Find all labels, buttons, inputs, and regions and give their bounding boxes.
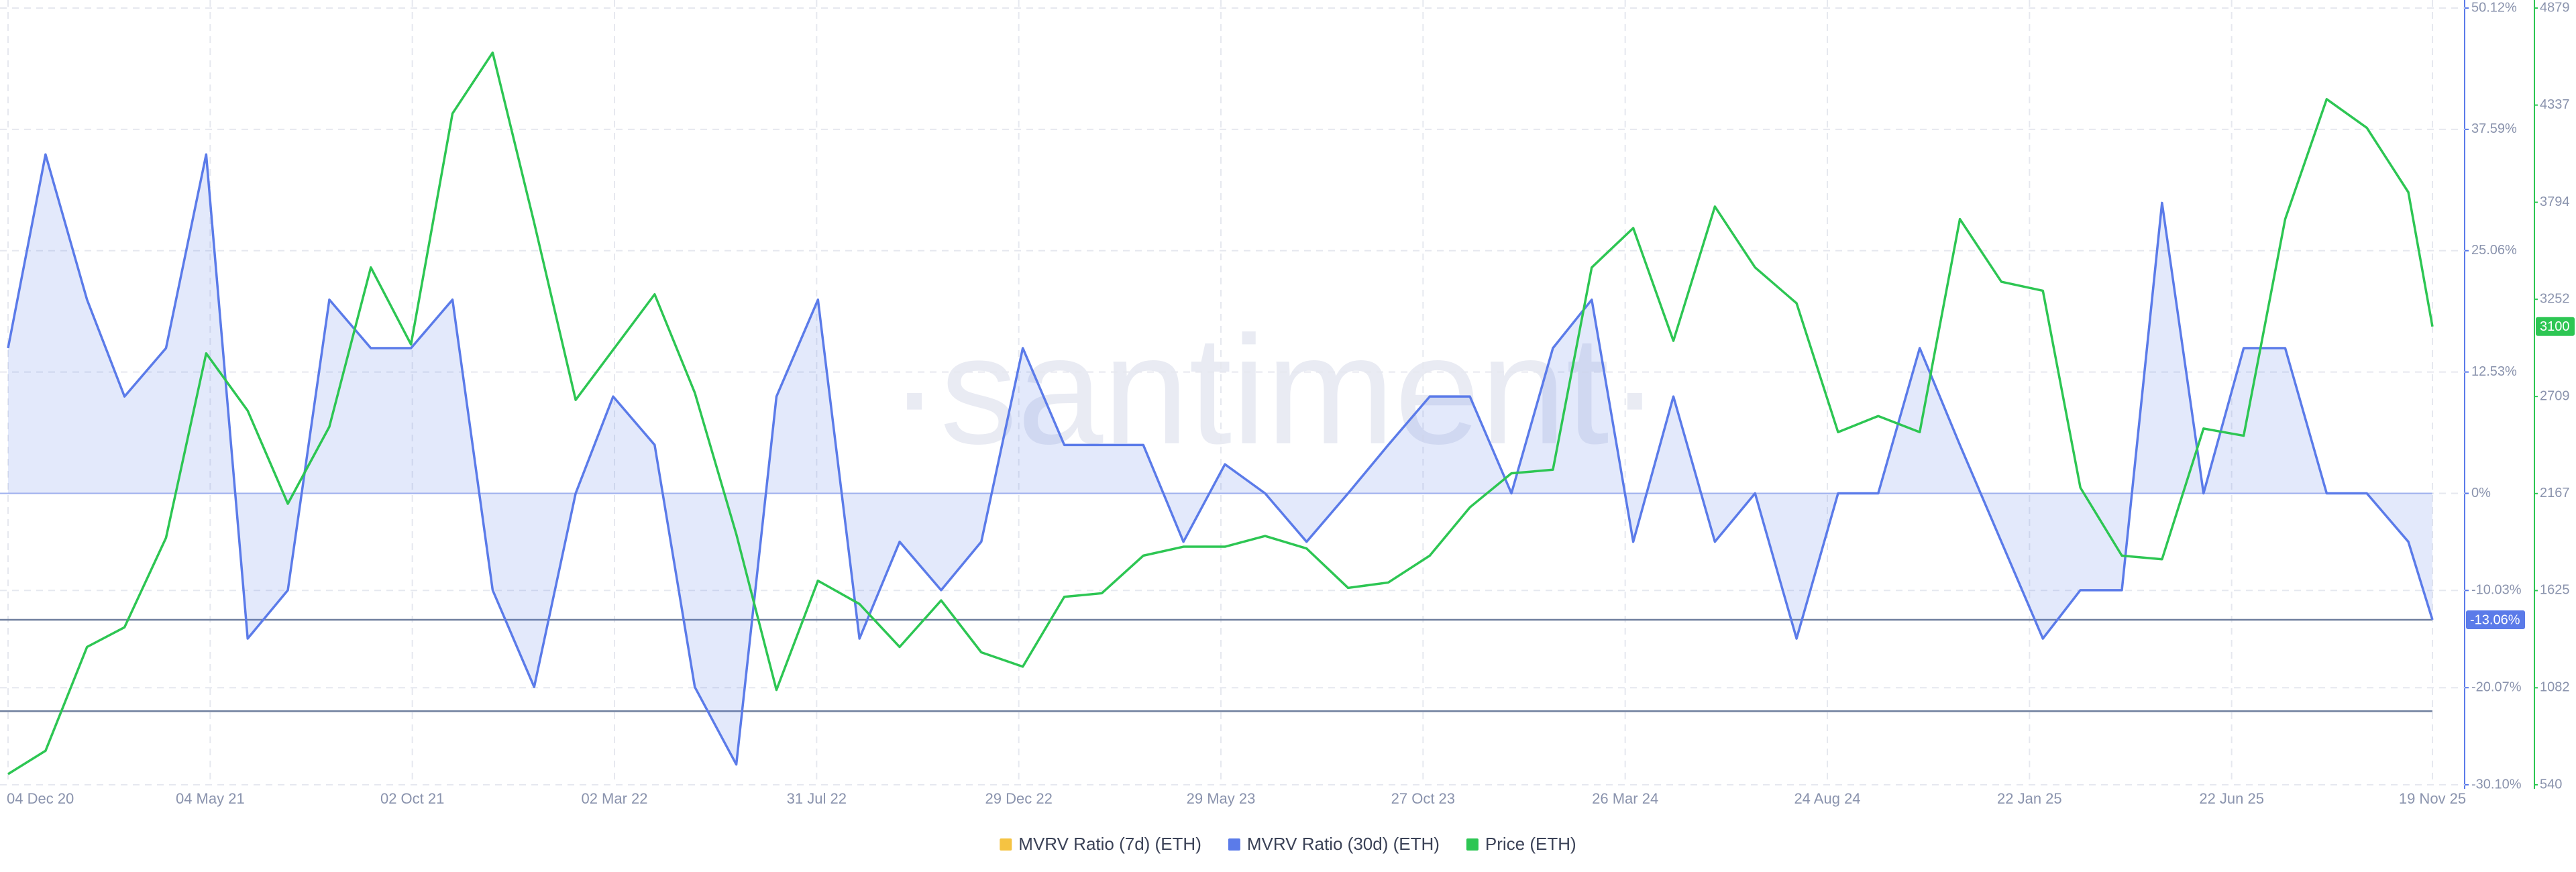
value-badge [2466,610,2525,630]
x-tick-label: 26 Mar 24 [1592,790,1658,807]
x-tick-label: 04 Dec 20 [7,790,74,807]
legend-swatch [1228,838,1240,851]
y2-tick-label: 4879 [2540,0,2570,15]
y2-tick-label: 4337 [2540,97,2570,112]
x-tick-label: 22 Jun 25 [2199,790,2264,807]
x-tick-label: 04 May 21 [176,790,245,807]
y2-tick-label: 2709 [2540,388,2570,403]
legend-label: MVRV Ratio (30d) (ETH) [1247,834,1440,854]
y2-tick-label: 1625 [2540,583,2570,598]
legend-label: MVRV Ratio (7d) (ETH) [1018,834,1201,854]
x-tick-label: 29 Dec 22 [985,790,1053,807]
y-tick-label: 12.53% [2471,364,2517,379]
x-tick-label: 24 Aug 24 [1794,790,1860,807]
x-tick-label: 02 Mar 22 [581,790,647,807]
x-tick-label: 29 May 23 [1187,790,1256,807]
x-tick-label: 22 Jan 25 [1997,790,2062,807]
y-tick-label: -20.07% [2471,679,2522,694]
y2-tick-label: 1082 [2540,680,2570,695]
y2-tick-label: 2167 [2540,486,2570,500]
area [8,154,2432,765]
series-line [7,51,2434,775]
series-line [7,153,2434,766]
y-tick-label: 37.59% [2471,121,2517,136]
y2-tick-label: 3794 [2540,195,2570,209]
y-tick-label: 25.06% [2471,243,2517,258]
y2-tick-label: 3252 [2540,291,2570,306]
value-badge-label: 3100 [2540,319,2570,334]
y-tick-label: -30.10% [2471,777,2522,792]
watermark: ·santiment· [889,304,1660,476]
y-tick-label: 50.12% [2471,0,2517,15]
y-tick-label: 0% [2471,486,2491,500]
legend-swatch [1466,838,1479,851]
value-badge [2536,317,2575,336]
legend-swatch [1000,838,1012,851]
x-tick-label: 02 Oct 21 [380,790,444,807]
legend-label: Price (ETH) [1485,834,1576,854]
x-tick-label: 31 Jul 22 [787,790,847,807]
x-tick-label: 19 Nov 25 [2399,790,2466,807]
y-tick-label: -10.03% [2471,583,2522,598]
value-badge-label: -13.06% [2470,612,2520,627]
y2-tick-label: 540 [2540,777,2562,792]
x-tick-label: 27 Oct 23 [1391,790,1455,807]
